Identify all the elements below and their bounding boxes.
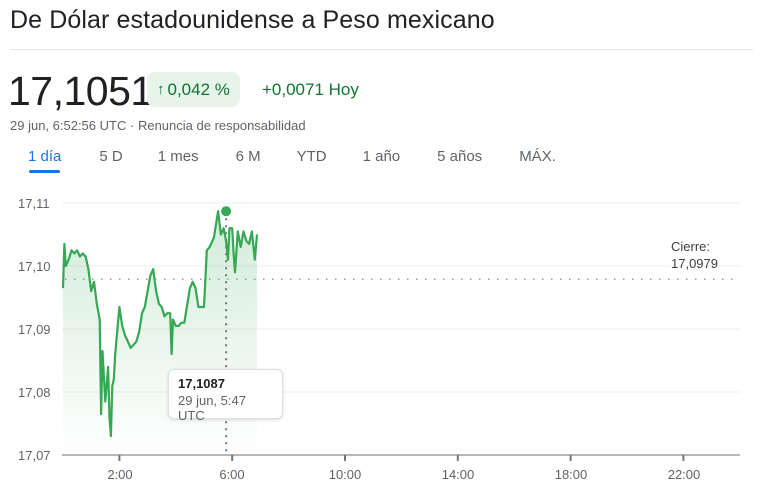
timestamp: 29 jun, 6:52:56 UTC [10,118,127,133]
tab-1-dia[interactable]: 1 día [28,148,61,173]
tab-ytd[interactable]: YTD [296,148,327,165]
price-line [61,210,259,438]
x-tick-18: 18:00 [554,467,588,482]
chart-tooltip: 17,1087 29 jun, 5:47 UTC [168,369,283,423]
y-tick-17-10: 17,10 [18,259,51,274]
separator: · [129,118,135,133]
title-divider [10,49,753,50]
tab-max[interactable]: MÁX. [519,148,556,165]
current-price: 17,1051 [8,68,153,114]
y-tick-17-08: 17,08 [18,385,51,400]
price-meta: 29 jun, 6:52:56 UTC · Renuncia de respon… [10,118,306,133]
x-tick-6: 6:00 [219,467,245,482]
x-tick-10: 10:00 [328,467,362,482]
tab-1-ano[interactable]: 1 año [362,148,401,165]
x-tick-22: 22:00 [667,467,701,482]
x-tick-2: 2:00 [107,467,133,482]
hover-point [221,206,232,217]
x-axis-ticks [118,455,685,461]
close-label-text: Cierre: [671,239,711,254]
y-tick-17-09: 17,09 [18,322,51,337]
change-absolute: +0,0071 Hoy [262,80,359,99]
previous-close-label: Cierre: 17,0979 [671,238,718,272]
tab-1-mes[interactable]: 1 mes [157,148,199,165]
disclaimer-link[interactable]: Renuncia de responsabilidad [137,118,306,133]
tab-5-anos[interactable]: 5 años [437,148,483,165]
page-title: De Dólar estadounidense a Peso mexicano [10,6,495,34]
change-percent: 0,042 % [167,79,230,99]
y-tick-17-11: 17,11 [18,196,50,211]
x-tick-14: 14:00 [441,467,475,482]
tab-6-m[interactable]: 6 M [235,148,261,165]
tab-5-d[interactable]: 5 D [99,148,123,165]
y-tick-17-07: 17,07 [18,448,51,463]
arrow-up-icon: ↑ [157,81,165,98]
change-percent-badge: ↑ 0,042 % [147,72,240,107]
tooltip-value: 17,1087 [178,376,225,391]
tooltip-time: 29 jun, 5:47 UTC [178,393,246,423]
close-value: 17,0979 [671,256,718,271]
range-tabs: 1 día 5 D 1 mes 6 M YTD 1 año 5 años MÁX… [28,148,556,173]
